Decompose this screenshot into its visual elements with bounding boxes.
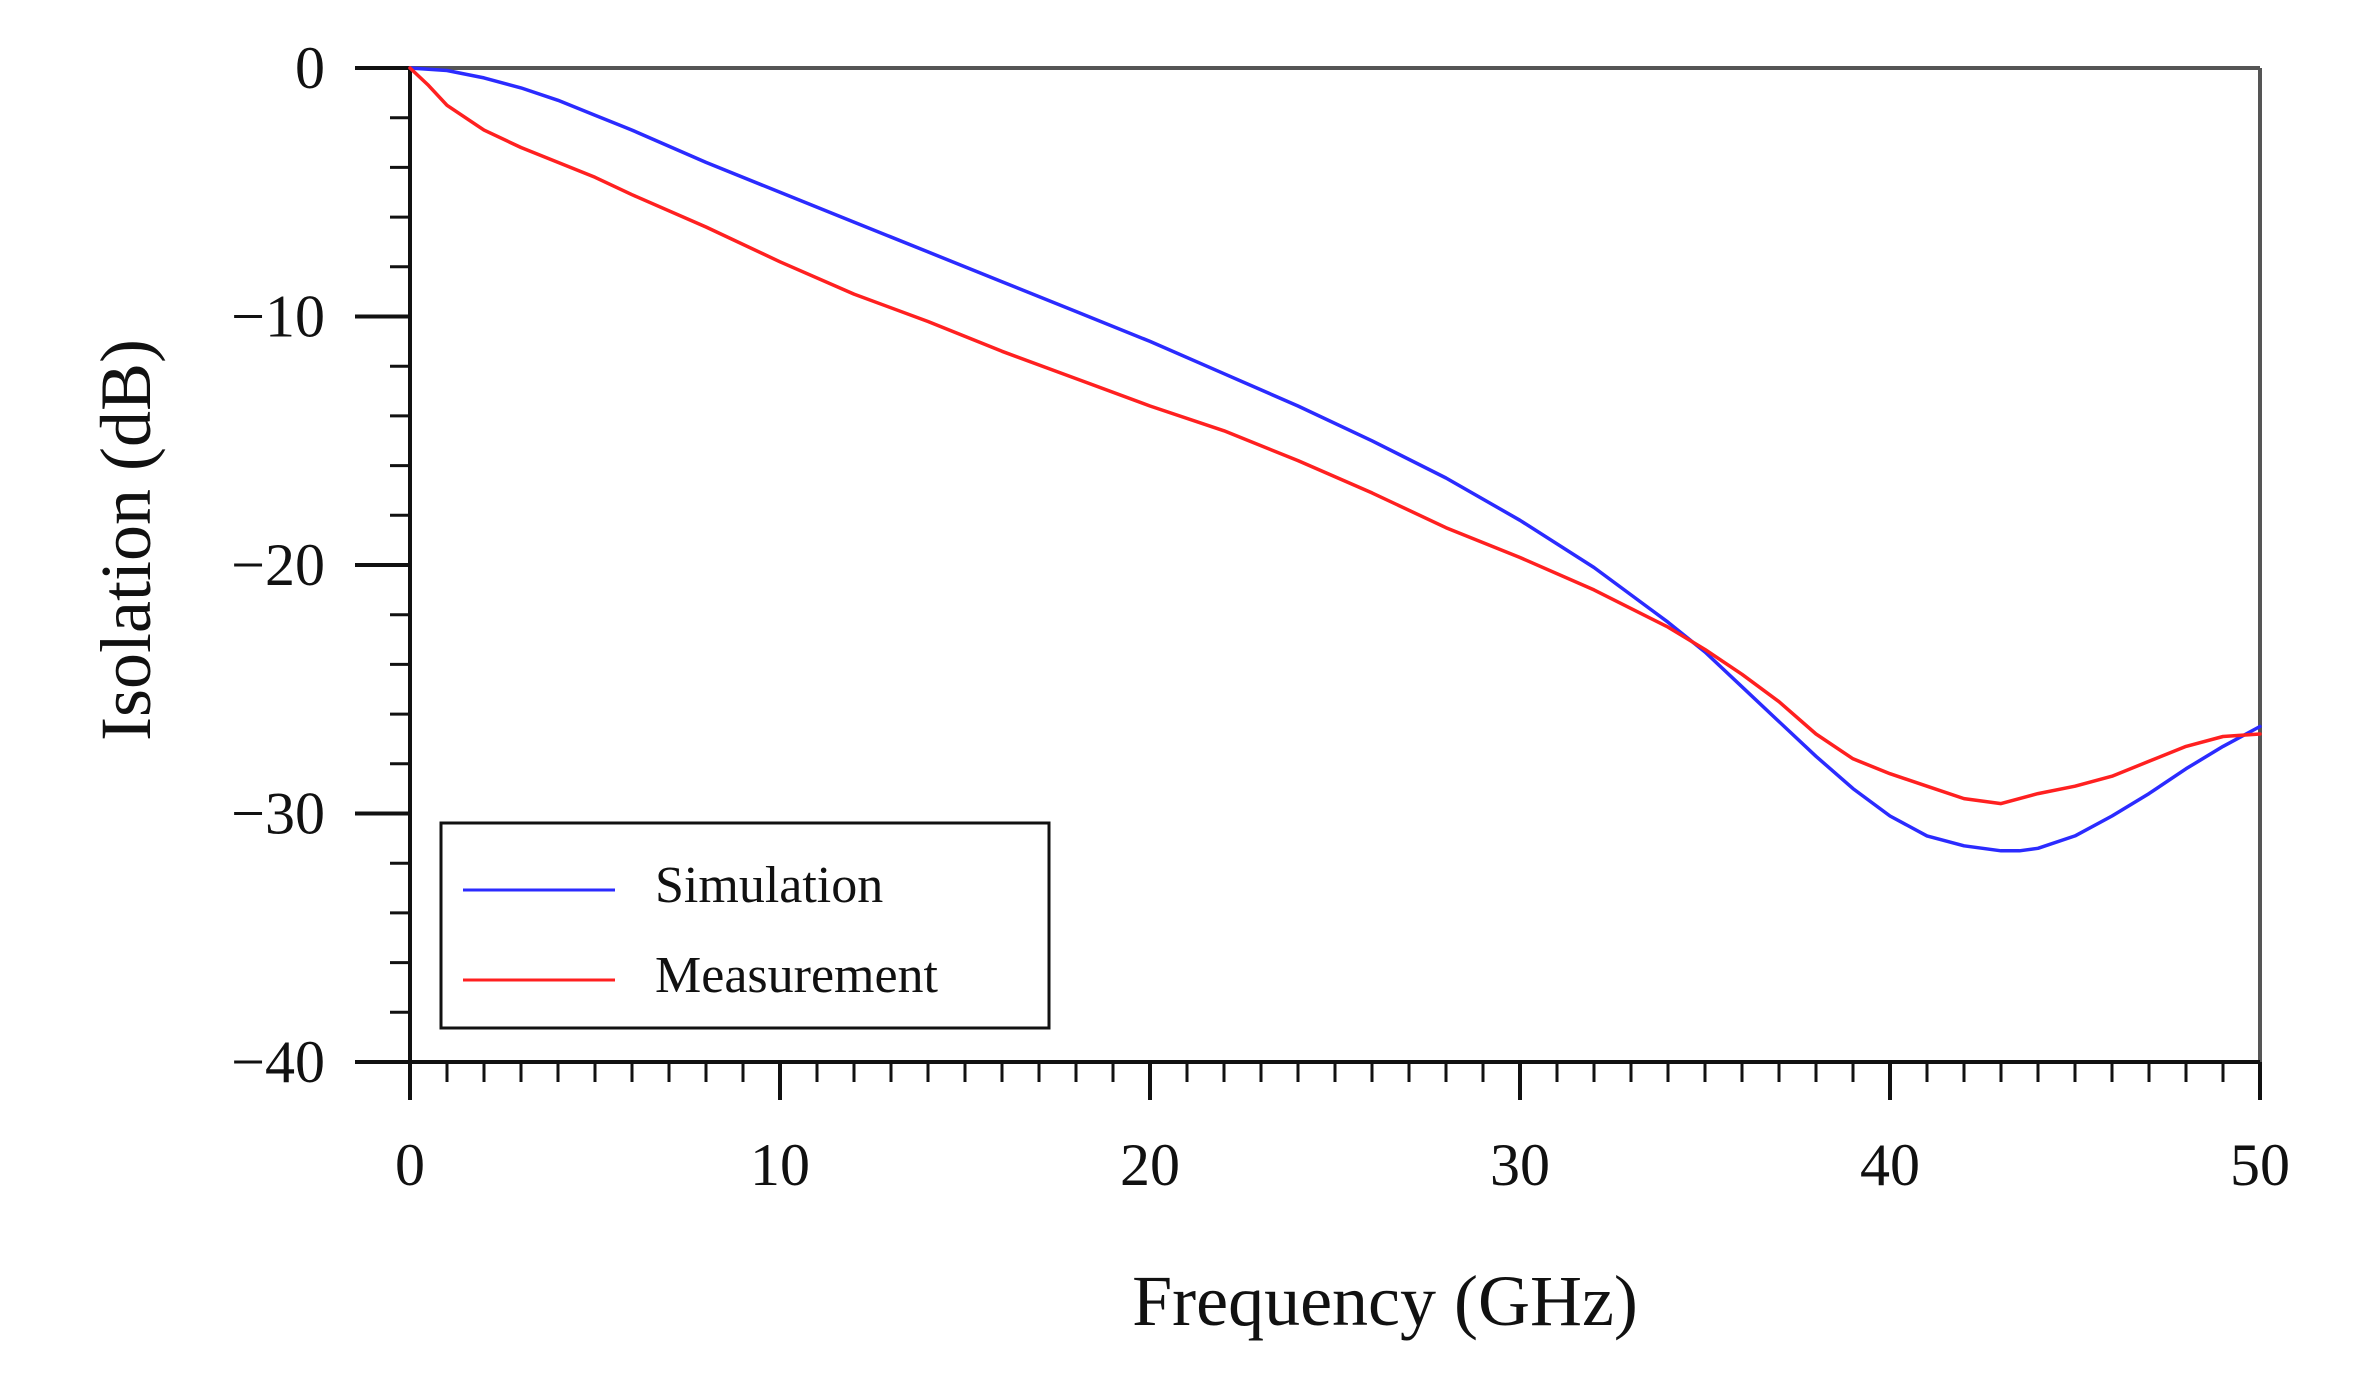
y-tick-label: −20 <box>231 532 325 598</box>
x-tick-label: 20 <box>1120 1132 1180 1198</box>
series-lines <box>408 66 2262 853</box>
x-tick-labels: 0 10 20 30 40 50 <box>395 1132 2290 1198</box>
major-ticks <box>355 66 2262 1100</box>
legend-label-measurement: Measurement <box>655 947 939 1004</box>
x-tick-label: 40 <box>1860 1132 1920 1198</box>
x-axis-label: Frequency (GHz) <box>1132 1261 1638 1341</box>
y-tick-label: −30 <box>231 781 325 847</box>
x-tick-label: 0 <box>395 1132 425 1198</box>
x-tick-label: 50 <box>2230 1132 2290 1198</box>
legend-label-simulation: Simulation <box>655 857 883 914</box>
y-tick-label: 0 <box>295 35 325 101</box>
series-line-measurement <box>408 66 2262 806</box>
x-tick-label: 30 <box>1490 1132 1550 1198</box>
minor-ticks <box>390 116 2225 1082</box>
x-tick-label: 10 <box>750 1132 810 1198</box>
y-tick-label: −10 <box>231 284 325 350</box>
legend-box <box>439 821 1051 1030</box>
y-tick-labels: 0 −10 −20 −30 −40 <box>231 35 325 1095</box>
y-tick-label: −40 <box>231 1029 325 1095</box>
series-line-simulation <box>408 66 2262 853</box>
y-axis-label: Isolation (dB) <box>86 339 166 741</box>
plot-frame <box>355 66 2262 1100</box>
legend: Simulation Measurement <box>439 821 1051 1030</box>
